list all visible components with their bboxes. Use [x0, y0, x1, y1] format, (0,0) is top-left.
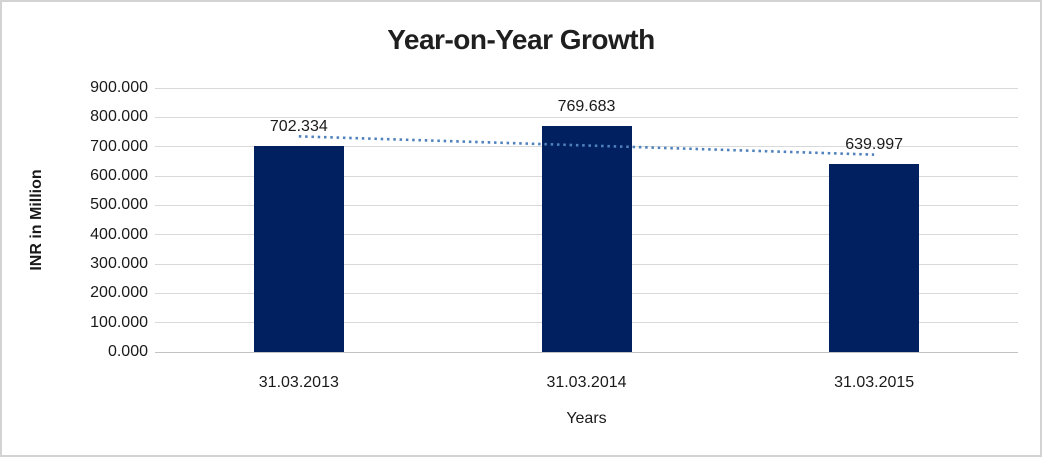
chart-title: Year-on-Year Growth — [387, 24, 655, 55]
y-tick-label: 300.000 — [90, 255, 148, 272]
x-tick-label: 31.03.2015 — [834, 374, 915, 391]
y-tick-label: 400.000 — [90, 225, 148, 243]
bar-31.03.2015 — [829, 164, 920, 352]
x-tick-label: 31.03.2013 — [258, 374, 339, 391]
y-tick-label: 500.000 — [90, 196, 148, 214]
gridline — [155, 87, 1018, 89]
y-tick-label: 100.000 — [90, 313, 148, 331]
y-tick-label: 0.000 — [107, 343, 148, 360]
x-tick-label: 31.03.2014 — [546, 374, 627, 391]
bar-31.03.2014 — [541, 126, 632, 352]
gridline — [155, 116, 1018, 118]
bar-31.03.2013 — [253, 145, 344, 352]
y-tick-label: 200.000 — [90, 284, 148, 302]
y-tick-label: 900.000 — [90, 79, 148, 96]
y-tick-label: 700.000 — [90, 137, 148, 155]
y-tick-label: 800.000 — [90, 108, 148, 126]
y-tick-label: 600.000 — [90, 167, 148, 184]
x-axis-line — [155, 351, 1018, 353]
x-axis-title: Years — [566, 410, 607, 427]
